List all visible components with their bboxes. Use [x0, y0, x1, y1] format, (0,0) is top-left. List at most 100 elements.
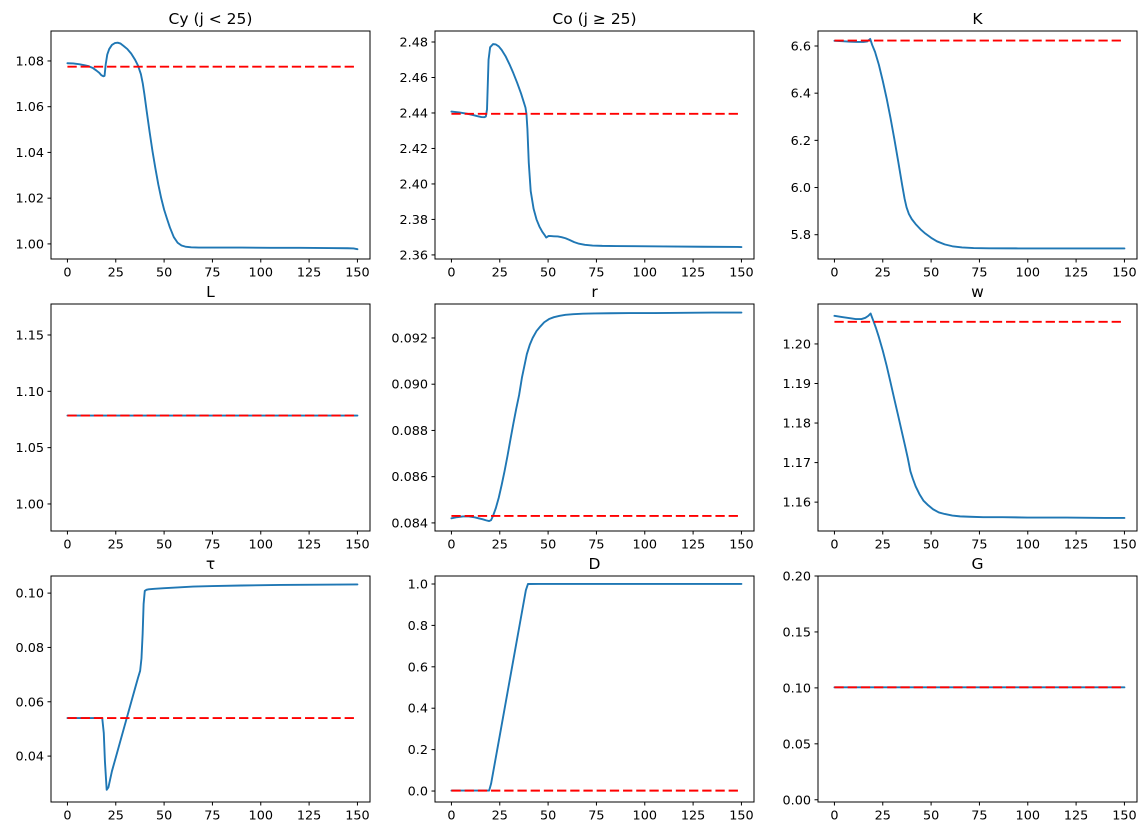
- x-tick-label: 100: [633, 538, 657, 553]
- series-line-transition-path: [450, 582, 743, 792]
- x-tick-label: 100: [249, 538, 273, 553]
- y-tick-label: 2.46: [400, 71, 429, 86]
- y-tick-label: 0.20: [783, 570, 812, 585]
- x-tick-label: 125: [681, 809, 705, 824]
- axes-frame: [817, 303, 1138, 532]
- axes-frame: [817, 575, 1138, 803]
- x-tick-label: 25: [875, 266, 891, 281]
- x-tick-label: 25: [492, 266, 508, 281]
- subplot-title: Co (j ≥ 25): [552, 10, 636, 28]
- x-tick-label: 25: [108, 809, 124, 824]
- x-tick-label: 75: [204, 266, 220, 281]
- x-tick-label: 125: [1064, 538, 1088, 553]
- axes-frame: [434, 30, 755, 260]
- x-tick-label: 100: [249, 809, 273, 824]
- x-tick-label: 75: [971, 809, 987, 824]
- y-tick-label: 2.36: [400, 248, 429, 263]
- subplot-title: L: [206, 283, 215, 301]
- x-tick-label: 0: [63, 538, 71, 553]
- subplot-title: τ: [206, 555, 215, 573]
- x-tick-label: 0: [447, 809, 455, 824]
- y-tick-label: 0.088: [391, 424, 428, 439]
- y-tick-label: 0.15: [783, 625, 812, 640]
- x-tick-label: 100: [249, 266, 273, 281]
- x-tick-label: 50: [923, 538, 939, 553]
- series-line-transition-path: [833, 312, 1126, 519]
- x-tick-label: 150: [729, 538, 753, 553]
- subplot-title: r: [591, 283, 598, 301]
- y-tick-label: 0.4: [408, 702, 428, 717]
- x-tick-label: 125: [681, 266, 705, 281]
- x-tick-label: 100: [633, 266, 657, 281]
- x-tick-label: 75: [588, 266, 604, 281]
- x-tick-label: 75: [971, 538, 987, 553]
- subplot-w: w 0 25 50 75 100 125 150 1.16 1.17 1.18 1.19 1.20: [783, 283, 1138, 553]
- x-tick-label: 100: [1016, 538, 1040, 553]
- y-tick-label: 0.08: [16, 641, 45, 656]
- y-tick-label: 6.6: [791, 40, 811, 55]
- y-tick-label: 1.06: [16, 100, 45, 115]
- x-tick-label: 50: [540, 266, 556, 281]
- y-tick-label: 6.2: [791, 134, 811, 149]
- x-tick-label: 50: [540, 538, 556, 553]
- x-tick-label: 75: [588, 538, 604, 553]
- subplot-cy-j-25: Cy (j < 25) 0 25 50 75 100 125 150 1.00 1.02 1.04 1…: [16, 10, 371, 281]
- x-tick-label: 100: [1016, 809, 1040, 824]
- y-tick-label: 1.20: [783, 337, 812, 352]
- y-tick-label: 2.42: [400, 142, 429, 157]
- x-tick-label: 25: [108, 538, 124, 553]
- subplot-title: K: [972, 10, 983, 28]
- axes-frame: [50, 30, 371, 260]
- x-tick-label: 50: [923, 266, 939, 281]
- x-tick-label: 75: [588, 809, 604, 824]
- x-tick-label: 50: [156, 538, 172, 553]
- y-tick-label: 1.08: [16, 54, 45, 69]
- x-tick-label: 0: [830, 809, 838, 824]
- axes-frame: [817, 30, 1138, 260]
- y-tick-label: 2.44: [400, 106, 429, 121]
- y-tick-label: 6.4: [791, 87, 811, 102]
- x-tick-label: 150: [729, 266, 753, 281]
- y-tick-label: 0.084: [391, 516, 428, 531]
- y-tick-label: 1.19: [783, 377, 812, 392]
- series-line-transition-path: [450, 43, 743, 249]
- y-tick-label: 0.05: [783, 737, 812, 752]
- x-tick-label: 25: [875, 809, 891, 824]
- series-line-transition-path: [450, 311, 743, 523]
- subplot-co-j-25: Co (j ≥ 25) 0 25 50 75 100 125 150 2.36 2.38 2.40 2…: [400, 10, 755, 281]
- y-tick-label: 0.00: [783, 793, 812, 808]
- series-line-transition-path: [66, 41, 359, 251]
- y-tick-label: 6.0: [791, 181, 811, 196]
- x-tick-label: 50: [923, 809, 939, 824]
- x-tick-label: 125: [1064, 809, 1088, 824]
- y-tick-label: 0.8: [408, 619, 428, 634]
- subplot-title: Cy (j < 25): [169, 10, 253, 28]
- y-tick-label: 2.38: [400, 213, 429, 228]
- series-line-transition-path: [66, 583, 359, 791]
- y-tick-label: 0.086: [391, 470, 428, 485]
- subplot-r: r 0 25 50 75 100 125 150 0.084 0.086 0.088 0.090 0.0…: [391, 283, 755, 553]
- x-tick-label: 150: [1112, 538, 1136, 553]
- y-tick-label: 1.0: [408, 577, 428, 592]
- y-tick-label: 0.0: [408, 785, 428, 800]
- subplot-l: L 0 25 50 75 100 125 150 1.00 1.05 1.10 1.15: [16, 283, 371, 553]
- y-tick-label: 2.40: [400, 177, 429, 192]
- subplot-title: G: [971, 555, 983, 573]
- x-tick-label: 150: [345, 266, 369, 281]
- y-tick-label: 1.15: [16, 328, 45, 343]
- y-tick-label: 0.092: [391, 331, 428, 346]
- x-tick-label: 150: [345, 809, 369, 824]
- x-tick-label: 125: [1064, 266, 1088, 281]
- y-tick-label: 0.6: [408, 660, 428, 675]
- x-tick-label: 100: [633, 809, 657, 824]
- subplot-title: D: [589, 555, 601, 573]
- subplot-g: G 0 25 50 75 100 125 150 0.00 0.05 0.10 0.15 0.20: [783, 555, 1138, 824]
- y-tick-label: 0.10: [783, 681, 812, 696]
- y-tick-label: 2.48: [400, 36, 429, 51]
- y-tick-label: 1.17: [783, 456, 812, 471]
- x-tick-label: 50: [540, 809, 556, 824]
- y-tick-label: 0.06: [16, 695, 45, 710]
- x-tick-label: 100: [1016, 266, 1040, 281]
- y-tick-label: 0.10: [16, 587, 45, 602]
